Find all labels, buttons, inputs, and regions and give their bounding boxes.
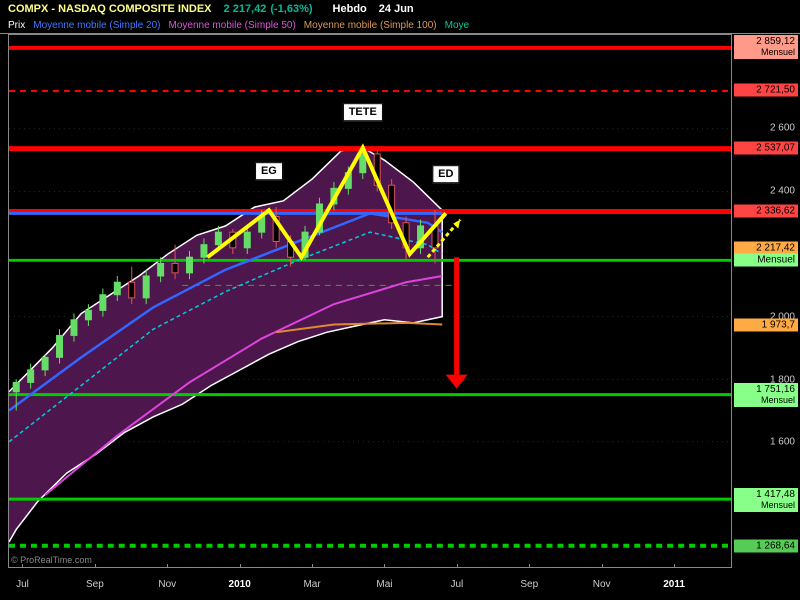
symbol-title: COMPX - NASDAQ COMPOSITE INDEX bbox=[8, 3, 212, 15]
price-level-label: 1 973,7 bbox=[734, 318, 798, 331]
y-tick-label: 2 600 bbox=[767, 122, 798, 135]
legend-ma50: Moyenne mobile (Simple 50) bbox=[169, 20, 296, 31]
pattern-label: ED bbox=[432, 165, 459, 183]
date-label: 24 Jun bbox=[379, 3, 414, 15]
price-level-label: 1 751,16Mensuel bbox=[734, 383, 798, 407]
x-tick-label: Jul bbox=[450, 579, 463, 590]
price-level-label: 2 859,12Mensuel bbox=[734, 35, 798, 59]
x-tick-label: 2011 bbox=[663, 579, 685, 590]
legend-extra: Moye bbox=[445, 20, 469, 31]
x-tick-label: Jul bbox=[16, 579, 29, 590]
chart-plot-area[interactable]: © ProRealTime.com EGTETEED bbox=[8, 34, 732, 568]
x-tick-label: Sep bbox=[86, 579, 104, 590]
title-bar: COMPX - NASDAQ COMPOSITE INDEX 2 217,42 … bbox=[0, 0, 800, 18]
period-label: Hebdo bbox=[333, 3, 367, 15]
legend-prix: Prix bbox=[8, 20, 25, 31]
legend-ma20: Moyenne mobile (Simple 20) bbox=[33, 20, 160, 31]
pattern-label: EG bbox=[255, 162, 283, 180]
price-level-label: 2 537,07 bbox=[734, 142, 798, 155]
x-tick-label: Mar bbox=[303, 579, 320, 590]
price-axis: 1 6001 8002 0002 4002 6002 859,12Mensuel… bbox=[732, 34, 800, 568]
x-tick-label: Nov bbox=[158, 579, 176, 590]
current-price: 2 217,42 bbox=[224, 3, 267, 15]
price-level-label: Mensuel bbox=[734, 254, 798, 267]
pattern-label: TETE bbox=[343, 103, 383, 121]
chart-container: COMPX - NASDAQ COMPOSITE INDEX 2 217,42 … bbox=[0, 0, 800, 600]
x-tick-label: Nov bbox=[593, 579, 611, 590]
x-tick-label: Sep bbox=[520, 579, 538, 590]
x-tick-label: Mai bbox=[376, 579, 392, 590]
y-tick-label: 2 400 bbox=[767, 185, 798, 198]
price-change: (-1,63%) bbox=[270, 3, 312, 15]
legend-ma100: Moyenne mobile (Simple 100) bbox=[304, 20, 437, 31]
y-tick-label: 1 600 bbox=[767, 436, 798, 449]
legend-bar: Prix Moyenne mobile (Simple 20) Moyenne … bbox=[0, 18, 800, 34]
price-level-label: 1 268,64 bbox=[734, 540, 798, 553]
x-tick-label: 2010 bbox=[229, 579, 251, 590]
price-level-label: 2 721,50 bbox=[734, 84, 798, 97]
price-level-label: 1 417,48Mensuel bbox=[734, 488, 798, 512]
time-axis: Jul Sep Nov 2010 Mar Mai Jul Sep Nov 2011 bbox=[8, 568, 732, 600]
price-level-label: 2 336,62 bbox=[734, 204, 798, 217]
